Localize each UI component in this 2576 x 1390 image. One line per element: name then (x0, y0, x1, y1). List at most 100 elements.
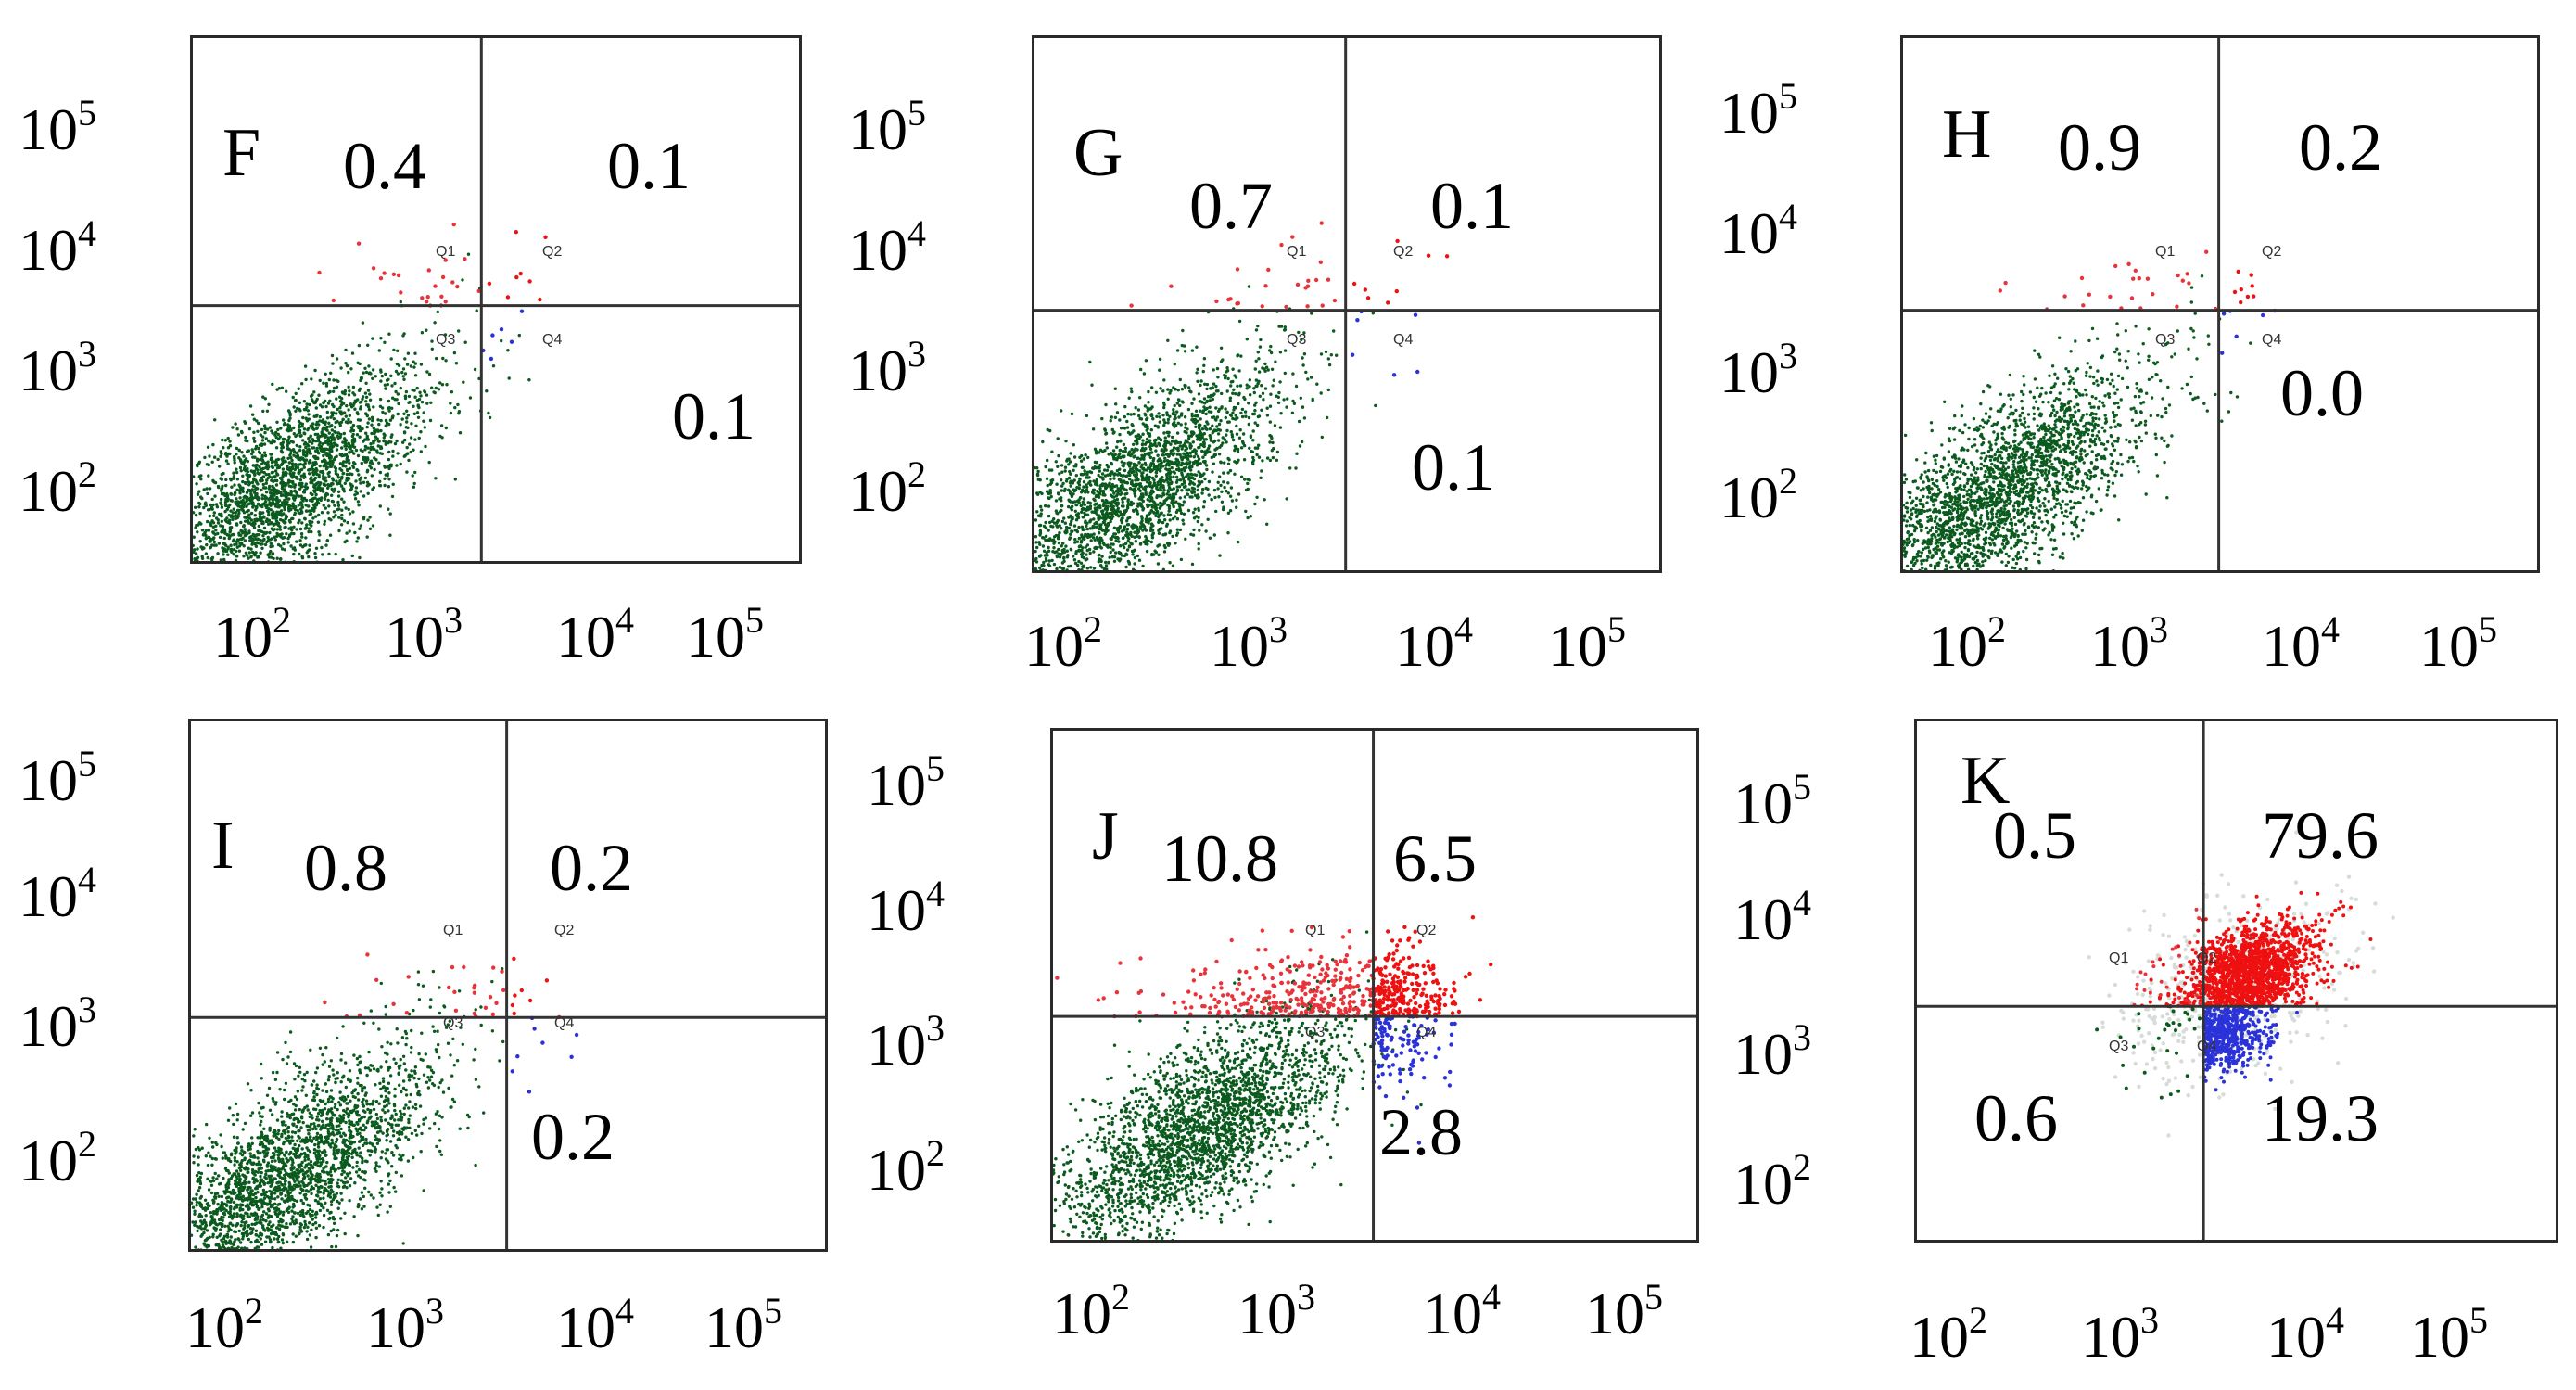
point-q3 (259, 512, 262, 516)
point-q3 (1148, 407, 1152, 411)
point-q3 (377, 461, 381, 465)
point-q3 (1922, 487, 1925, 491)
point-q3 (1055, 550, 1059, 554)
point-q3 (1051, 550, 1055, 554)
point-q3 (2051, 569, 2055, 570)
point-q3 (283, 505, 286, 509)
point-q3 (1172, 487, 1175, 491)
point-q3 (311, 438, 314, 441)
point-q3 (325, 410, 329, 414)
point-q3 (355, 433, 360, 437)
x-tick-label: 102 (1024, 608, 1102, 679)
point-q3 (354, 479, 358, 483)
point-q3 (517, 333, 521, 338)
point-q3 (1157, 553, 1161, 556)
point-q3 (1097, 528, 1101, 531)
point-q3 (2055, 410, 2059, 414)
point-q3 (1052, 542, 1056, 545)
point-q3 (1107, 561, 1110, 565)
point-q3 (1210, 455, 1213, 460)
point-q3 (1095, 535, 1099, 540)
point-q3 (374, 430, 377, 434)
point-q3 (1326, 357, 1330, 361)
point-q3 (1175, 349, 1180, 352)
point-q3 (1202, 472, 1206, 476)
point-q3 (1105, 508, 1109, 512)
point-q3 (1201, 411, 1205, 414)
point-q3 (1128, 503, 1133, 506)
point-q3 (1126, 535, 1130, 539)
point-q3 (233, 492, 236, 497)
point-q3 (293, 467, 297, 472)
point-q3 (244, 481, 247, 486)
point-q3 (1131, 526, 1136, 530)
point-q3 (312, 390, 316, 394)
point-q3 (299, 474, 303, 478)
point-q1 (1305, 304, 1310, 309)
point-q3 (1129, 413, 1133, 416)
point-q3 (1167, 434, 1171, 438)
point-q3 (1075, 571, 1078, 573)
point-q3 (1193, 507, 1197, 511)
point-q3 (252, 436, 256, 440)
point-q3 (315, 560, 319, 561)
point-q3 (1226, 462, 1231, 465)
point-q3 (1071, 516, 1074, 520)
point-q3 (194, 513, 198, 517)
point-q3 (359, 481, 362, 485)
point-q3 (283, 437, 286, 441)
point-q3 (1140, 463, 1144, 466)
point-q3 (1254, 378, 1259, 382)
point-q3 (347, 445, 351, 449)
point-q3 (1039, 568, 1043, 570)
point-q3 (255, 419, 259, 423)
point-q3 (1159, 387, 1162, 390)
point-q3 (1242, 458, 1247, 462)
point-q3 (277, 491, 281, 495)
point-q3 (1236, 447, 1240, 452)
point-q3 (291, 481, 295, 485)
point-q3 (1171, 435, 1174, 440)
point-q3 (335, 479, 338, 483)
y-tick-label: 105 (848, 92, 926, 162)
point-q3 (1120, 554, 1123, 557)
point-q3 (1150, 553, 1154, 557)
point-q3 (251, 505, 255, 509)
point-q3 (1080, 453, 1084, 458)
point-q3 (1158, 506, 1162, 510)
point-q3 (1072, 558, 1077, 562)
point-q3 (2074, 465, 2077, 469)
point-q3 (363, 444, 368, 449)
point-q3 (193, 511, 196, 515)
point-q3 (1110, 572, 1112, 573)
point-q3 (220, 519, 223, 523)
point-q3 (1103, 567, 1107, 570)
point-q3 (264, 473, 268, 477)
point-q3 (428, 418, 433, 423)
point-q3 (1176, 398, 1181, 402)
point-q3 (2054, 397, 2059, 401)
point-q3 (379, 428, 383, 433)
point-q3 (1067, 457, 1071, 461)
point-q3 (328, 445, 332, 449)
point-q3 (254, 447, 258, 451)
point-q3 (293, 563, 296, 565)
point-q3 (412, 365, 416, 369)
point-q3 (246, 478, 249, 481)
point-q3 (1156, 467, 1160, 472)
point-q3 (2009, 397, 2012, 401)
point-q3 (412, 404, 415, 408)
point-q3 (1158, 420, 1161, 424)
point-q3 (1259, 338, 1263, 342)
point-q3 (424, 444, 427, 449)
point-q3 (1082, 485, 1085, 489)
point-q3 (1148, 439, 1152, 442)
point-q3 (1184, 484, 1187, 489)
point-q3 (253, 495, 258, 500)
point-q3 (1085, 488, 1089, 492)
point-q3 (1257, 443, 1261, 447)
panel-letter: F (222, 115, 261, 191)
point-q3 (286, 541, 290, 544)
point-q3 (403, 453, 407, 458)
point-q3 (288, 416, 292, 420)
